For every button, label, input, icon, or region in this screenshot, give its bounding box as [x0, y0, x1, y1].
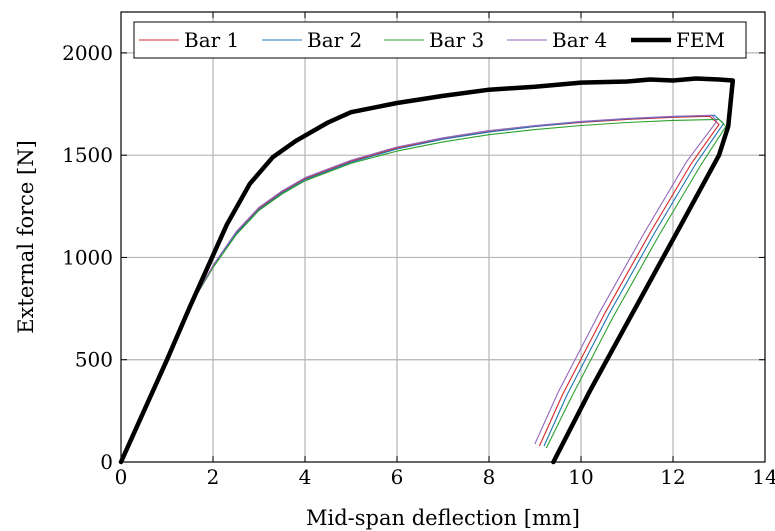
series-line-bar-3 — [120, 118, 727, 463]
ticks — [120, 12, 766, 463]
x-tick-label: 4 — [299, 465, 312, 489]
legend-label-bar-1: Bar 1 — [184, 28, 239, 52]
x-tick-label: 2 — [207, 465, 220, 489]
y-tick-label: 500 — [75, 348, 113, 372]
series-line-bar-2 — [120, 114, 725, 463]
x-tick-label: 14 — [752, 465, 775, 489]
x-tick-label: 8 — [483, 465, 496, 489]
y-axis-title: External force [N] — [14, 140, 38, 334]
y-tick-label: 0 — [100, 450, 113, 474]
legend-label-bar-2: Bar 2 — [307, 28, 362, 52]
tick-labels: 0 2 4 6 8 10 12 14 0 500 1000 1500 2000 — [62, 41, 775, 489]
series-line-bar-4 — [120, 114, 718, 463]
legend-label-bar-3: Bar 3 — [429, 28, 484, 52]
y-tick-label: 1000 — [62, 245, 113, 269]
legend: Bar 1 Bar 2 Bar 3 Bar 4 FEM — [133, 21, 747, 59]
x-tick-label: 10 — [568, 465, 593, 489]
y-tick-label: 2000 — [62, 41, 113, 65]
series-group — [118, 76, 736, 465]
y-tick-label: 1500 — [62, 143, 113, 167]
legend-label-fem: FEM — [676, 28, 725, 52]
legend-label-bar-4: Bar 4 — [552, 28, 607, 52]
series-line-fem — [118, 76, 736, 465]
x-axis-title: Mid-span deflection [mm] — [306, 506, 580, 530]
plot-frame — [120, 11, 766, 463]
x-tick-label: 12 — [660, 465, 685, 489]
x-tick-label: 0 — [115, 465, 128, 489]
x-tick-label: 6 — [391, 465, 404, 489]
